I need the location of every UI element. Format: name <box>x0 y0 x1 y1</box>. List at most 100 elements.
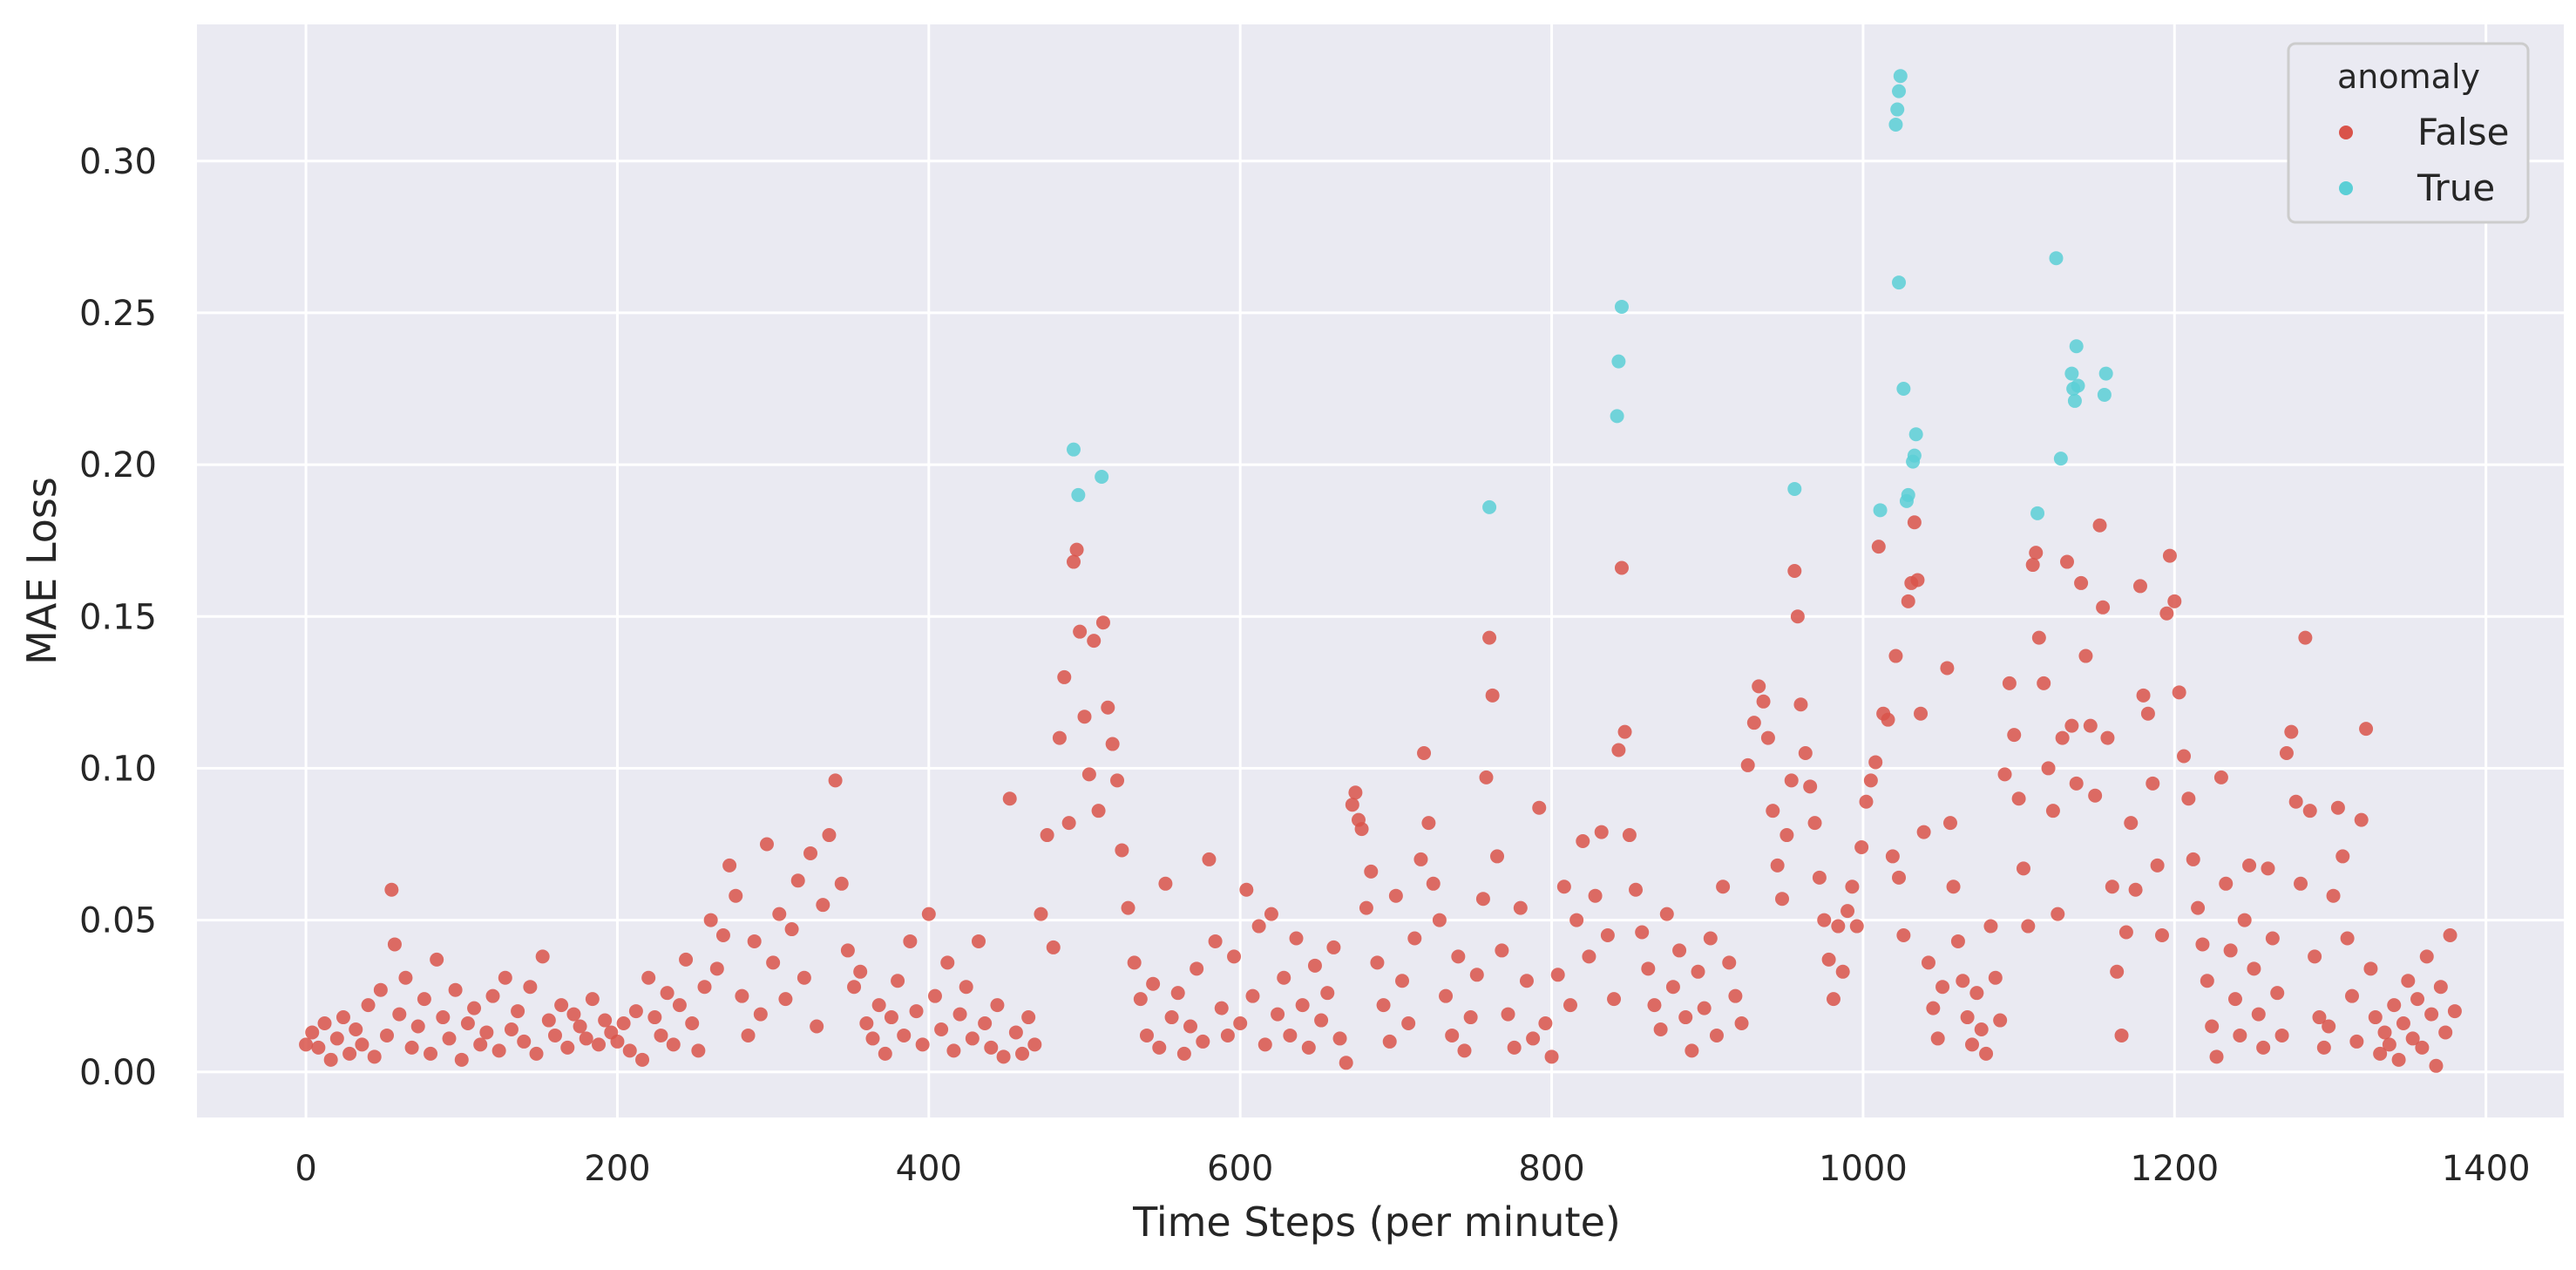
data-point-false <box>1445 1028 1460 1042</box>
data-point-false <box>722 858 737 873</box>
data-point-false <box>1376 998 1391 1013</box>
data-point-false <box>616 1016 631 1031</box>
data-point-false <box>2096 600 2111 615</box>
data-point-false <box>2322 1019 2336 1034</box>
data-point-false <box>2025 558 2040 573</box>
data-point-false <box>2419 949 2434 964</box>
data-point-false <box>1622 828 1637 843</box>
data-point-false <box>566 1007 581 1022</box>
data-point-false <box>523 980 538 995</box>
data-point-false <box>1105 737 1120 751</box>
data-point-false <box>1513 900 1528 915</box>
data-point-false <box>1849 919 1864 934</box>
data-point-false <box>1495 943 1509 958</box>
data-point-false <box>996 1049 1011 1064</box>
data-point-false <box>2274 1028 2289 1042</box>
data-point-false <box>679 952 694 967</box>
x-tick-labels: 0 200 400 600 800 1000 1200 1400 <box>295 1149 2530 1189</box>
data-point-false <box>2223 943 2238 958</box>
plot-area <box>197 24 2564 1117</box>
data-point-false <box>1158 876 1173 891</box>
data-point-false <box>1057 669 1072 684</box>
data-point-false <box>927 988 942 1003</box>
x-axis-title: Time Steps (per minute) <box>1132 1199 1621 1246</box>
data-point-false <box>361 998 376 1013</box>
data-point-false <box>965 1031 980 1046</box>
data-point-false <box>1401 1016 1416 1031</box>
data-point-false <box>2213 770 2228 784</box>
data-point-false <box>2146 776 2160 791</box>
data-point-true <box>1787 481 1802 496</box>
data-point-false <box>1101 700 1115 715</box>
data-point-false <box>1868 755 1883 770</box>
data-point-false <box>1164 1010 1179 1025</box>
data-point-false <box>1770 858 1785 873</box>
data-point-false <box>1779 828 1794 843</box>
data-point-false <box>1940 661 1955 676</box>
data-point-true <box>1071 487 1086 502</box>
data-point-true <box>1908 427 1923 442</box>
data-point-false <box>1283 1028 1298 1042</box>
data-point-false <box>2092 518 2107 533</box>
data-point-false <box>766 955 781 970</box>
data-point-true <box>1482 499 1497 514</box>
data-point-false <box>1264 907 1278 921</box>
data-point-false <box>404 1040 419 1055</box>
data-point-false <box>1332 1031 1347 1046</box>
data-point-false <box>2186 852 2200 866</box>
data-point-false <box>1611 743 1626 757</box>
data-point-false <box>2405 1031 2420 1046</box>
data-point-false <box>2031 630 2046 645</box>
data-point-false <box>1426 876 1441 891</box>
data-point-false <box>1451 949 1466 964</box>
legend: anomaly False True <box>2287 42 2530 224</box>
data-point-false <box>1563 998 1577 1013</box>
data-point-false <box>299 1037 314 1052</box>
data-point-false <box>379 1028 394 1042</box>
data-point-false <box>1946 879 1961 894</box>
data-point-false <box>2132 579 2147 594</box>
data-point-false <box>1052 730 1067 745</box>
grid-lines <box>197 24 2564 1117</box>
data-point-false <box>1556 879 1571 894</box>
data-point-false <box>485 988 500 1003</box>
data-point-false <box>1979 1046 1994 1061</box>
data-point-false <box>622 1043 637 1058</box>
data-point-false <box>2294 876 2308 891</box>
data-point-false <box>1469 968 1484 982</box>
data-point-true <box>1896 382 1911 396</box>
data-point-false <box>2387 998 2402 1013</box>
data-point-false <box>1214 1001 1229 1015</box>
data-point-false <box>1046 940 1061 954</box>
data-point-false <box>1950 934 1965 948</box>
data-point-false <box>2227 992 2242 1007</box>
data-point-false <box>2447 1004 2462 1019</box>
data-point-false <box>2074 575 2089 590</box>
data-point-false <box>853 964 868 979</box>
data-point-false <box>1417 746 1432 760</box>
data-point-false <box>1835 964 1850 979</box>
data-point-false <box>816 898 830 913</box>
data-point-false <box>2429 1058 2444 1073</box>
data-point-false <box>697 980 712 995</box>
data-point-false <box>1831 919 1846 934</box>
data-point-false <box>529 1046 544 1061</box>
data-point-false <box>946 1043 961 1058</box>
data-point-false <box>2162 548 2177 563</box>
data-point-false <box>410 1019 425 1034</box>
data-point-false <box>828 773 843 788</box>
data-point-false <box>660 986 675 1001</box>
data-point-false <box>491 1043 506 1058</box>
data-point-false <box>1678 1010 1693 1025</box>
data-point-true <box>2069 339 2084 354</box>
data-point-false <box>803 846 818 860</box>
data-point-false <box>1709 1028 1724 1042</box>
data-point-false <box>1896 928 1911 942</box>
data-point-false <box>1672 943 1687 958</box>
data-point-false <box>1907 515 1922 530</box>
data-point-false <box>797 970 811 985</box>
data-point-false <box>1339 1056 1353 1070</box>
data-point-false <box>1538 1016 1553 1031</box>
data-point-false <box>1703 931 1718 946</box>
data-point-false <box>847 980 862 995</box>
